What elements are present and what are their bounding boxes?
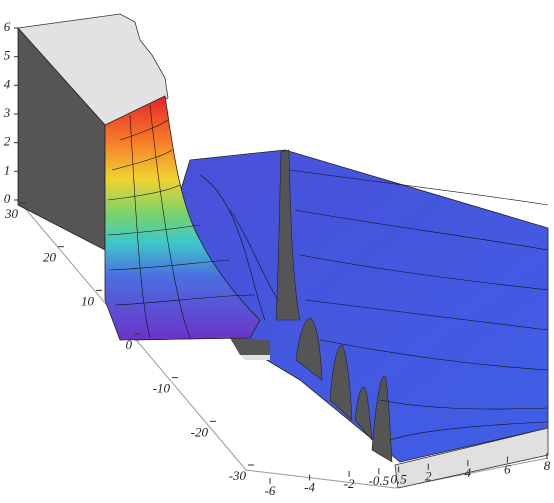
peak-surface	[104, 95, 261, 341]
x-tick-label: 4	[465, 465, 472, 480]
y-tick-label: 30	[4, 206, 19, 221]
mesh	[107, 104, 549, 441]
y-tick-label: 10	[81, 293, 95, 308]
z-tick-label: 0	[4, 191, 11, 206]
x-tick-label: -2	[344, 476, 355, 491]
y-tick-label: -30	[229, 468, 247, 483]
z-tick-label: 5	[4, 48, 11, 63]
bump	[371, 375, 393, 463]
y-tick-label: -10	[153, 381, 171, 396]
surface	[17, 13, 549, 489]
x-tick-label: 2	[425, 469, 432, 484]
bump	[329, 344, 353, 421]
x-tick-label: -4	[304, 479, 315, 494]
z-tick-label: 4	[4, 76, 11, 91]
y-tick-label: 0	[126, 337, 133, 352]
bottom-slab	[394, 427, 549, 489]
bump	[295, 317, 323, 381]
slab-block	[240, 355, 270, 360]
z-tick-label: 6	[4, 19, 11, 34]
z-tick-label: 1	[4, 162, 11, 177]
z-tick-label: 3	[3, 105, 11, 120]
x-tick-label: -0.5	[369, 473, 390, 488]
slab-block	[230, 338, 270, 355]
x-tick-label: 0.5	[390, 471, 407, 486]
y-tick-label: -20	[191, 424, 209, 439]
spike	[275, 149, 301, 321]
x-tick-label: 6	[504, 462, 511, 477]
z-tick-label: 2	[4, 134, 11, 149]
x-tick-label: 8	[544, 458, 551, 473]
x-tick-label: -6	[265, 483, 276, 498]
axes: 0 1 2 3 4 5 6 -30 -20 -10 0 10 20 30 -6 -4 -2 -0.5 0.5 2 4 6 8	[3, 19, 551, 498]
y-tick-label: 20	[43, 250, 57, 265]
bump	[354, 387, 373, 441]
